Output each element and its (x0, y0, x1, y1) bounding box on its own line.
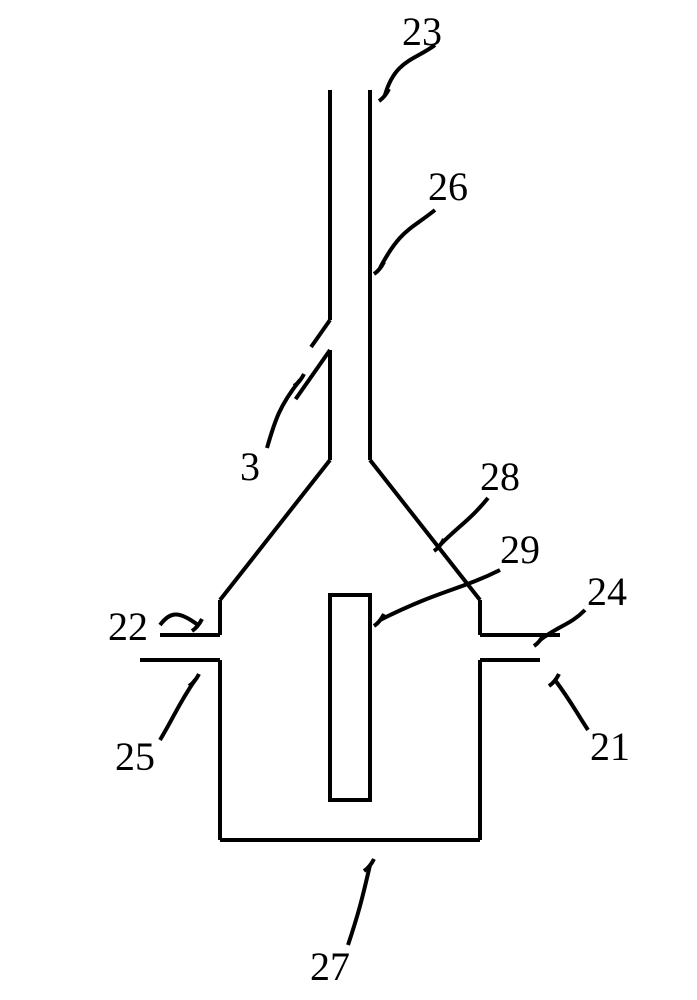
label-22: 22 (108, 604, 148, 649)
label-26: 26 (428, 164, 468, 209)
label-23: 23 (402, 9, 442, 54)
label-29: 29 (500, 527, 540, 572)
label-28: 28 (480, 454, 520, 499)
label-24: 24 (587, 569, 627, 614)
label-21: 21 (590, 724, 630, 769)
label-3: 3 (240, 444, 260, 489)
technical-diagram: 3 21 22 23 24 25 26 27 28 29 (0, 0, 697, 1000)
label-25: 25 (115, 734, 155, 779)
label-27: 27 (310, 944, 350, 989)
